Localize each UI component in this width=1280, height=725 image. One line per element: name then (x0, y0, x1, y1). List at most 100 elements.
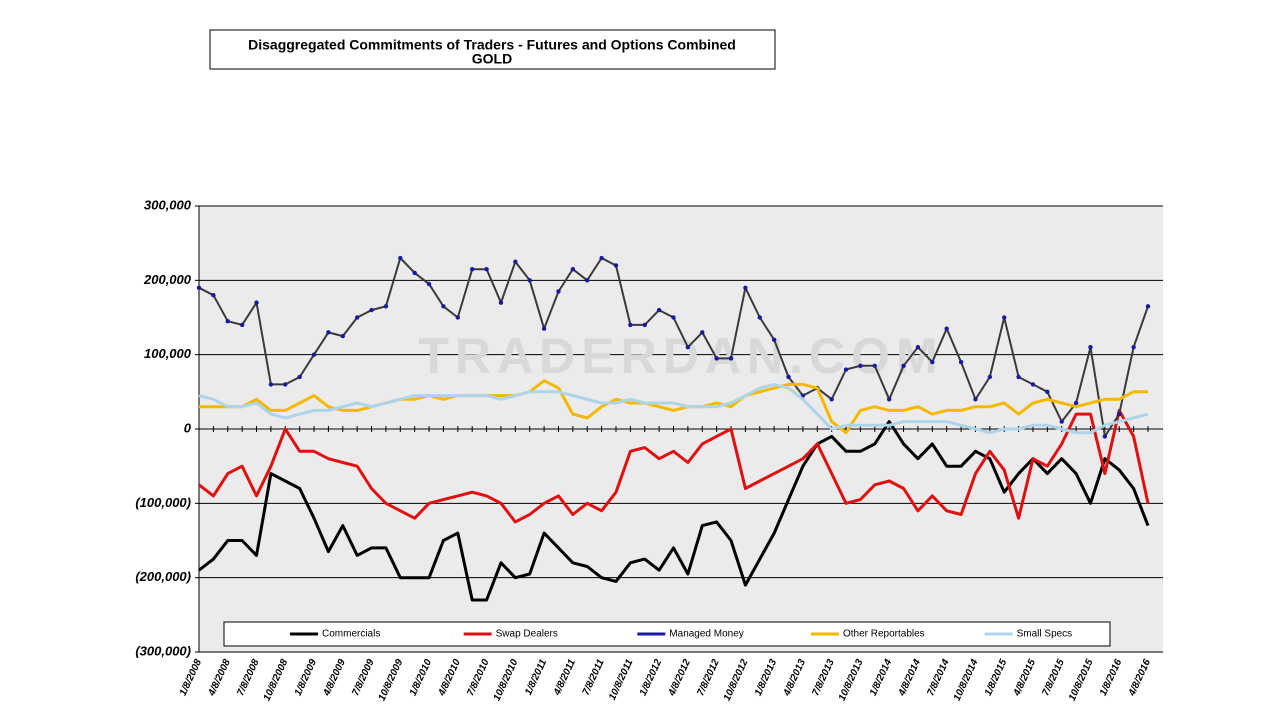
x-tick-label: 1/8/2012 (638, 657, 665, 697)
x-tick-label: 1/8/2016 (1098, 657, 1125, 697)
series-marker (541, 326, 547, 331)
series-marker (700, 330, 705, 335)
series-marker (513, 259, 518, 264)
y-tick-label: (300,000) (135, 643, 191, 658)
series-marker (771, 337, 777, 342)
x-tick-label: 10/8/2015 (1067, 657, 1096, 702)
x-tick-label: 7/8/2009 (350, 657, 377, 697)
legend-label: Swap Dealers (496, 629, 558, 640)
series-marker (239, 322, 245, 328)
series-marker (1002, 315, 1007, 320)
series-marker (441, 304, 446, 309)
x-tick-label: 10/8/2009 (377, 657, 406, 702)
series-marker (211, 293, 216, 298)
series-marker (311, 352, 317, 357)
series-marker (570, 266, 576, 272)
series-line (199, 379, 1148, 435)
series-marker (973, 397, 978, 402)
watermark: TRADERDAN.COM (418, 328, 943, 384)
x-tick-label: 4/8/2009 (321, 657, 348, 698)
series-marker (1145, 304, 1151, 309)
x-tick-label: 7/8/2008 (235, 657, 262, 697)
legend-box (223, 621, 1111, 647)
series-marker (872, 363, 878, 369)
x-tick-label: 1/8/2013 (753, 657, 780, 697)
legend-label: Managed Money (669, 629, 744, 640)
y-tick-label: 0 (184, 420, 192, 435)
series-marker (714, 356, 719, 361)
series-marker (498, 300, 504, 305)
series-marker (484, 266, 489, 272)
y-tick-label: 300,000 (144, 197, 192, 212)
series-marker (1045, 389, 1050, 395)
x-tick-label: 4/8/2013 (781, 657, 808, 698)
x-tick-label: 7/8/2011 (581, 657, 607, 697)
series-marker (642, 322, 647, 328)
series-marker (354, 315, 360, 320)
x-tick-label: 4/8/2011 (551, 657, 578, 698)
title-box (209, 29, 776, 70)
series-marker (599, 255, 604, 261)
series-line (198, 382, 1149, 435)
series-marker (297, 374, 302, 380)
series-marker (196, 285, 202, 290)
series-marker (1030, 382, 1036, 387)
chart-title: Disaggregated Commitments of Traders - F… (248, 37, 736, 53)
series-marker (268, 382, 274, 387)
x-tick-label: 4/8/2015 (1011, 657, 1038, 698)
x-tick-label: 1/8/2011 (523, 657, 549, 697)
series-marker (426, 281, 432, 287)
x-tick-label: 4/8/2010 (436, 657, 463, 698)
x-tick-label: 7/8/2014 (925, 657, 952, 697)
legend-label: Small Specs (1017, 629, 1073, 640)
series-marker (1131, 345, 1136, 350)
y-tick-label: (100,000) (135, 495, 191, 510)
series-marker (757, 315, 762, 320)
x-tick-label: 7/8/2015 (1040, 657, 1067, 697)
series-marker (1016, 374, 1021, 380)
series-marker (398, 255, 403, 261)
series-marker (613, 263, 619, 268)
series-marker (326, 330, 331, 335)
series-marker (254, 300, 259, 305)
series-marker (1088, 345, 1093, 350)
legend-label: Commercials (322, 629, 380, 640)
series-marker (786, 374, 791, 380)
series-marker (340, 333, 345, 339)
series-line (198, 420, 1150, 602)
series-marker (383, 304, 389, 309)
series-marker (585, 278, 590, 283)
series-marker (628, 322, 633, 328)
x-tick-label: 1/8/2008 (178, 657, 205, 697)
series-marker (369, 307, 374, 313)
y-tick-label: (200,000) (135, 569, 191, 584)
series-marker (728, 356, 734, 361)
series-marker (1117, 411, 1122, 417)
legend-label: Other Reportables (843, 629, 925, 640)
series-marker (556, 289, 561, 294)
x-tick-label: 4/8/2012 (666, 657, 693, 698)
series-marker (656, 307, 662, 313)
series-marker (858, 363, 863, 369)
series-marker (843, 367, 849, 372)
series-marker (455, 315, 461, 320)
series-marker (944, 326, 949, 331)
x-tick-label: 4/8/2008 (206, 657, 233, 698)
chart-subtitle: GOLD (472, 51, 512, 67)
series-marker (1059, 419, 1064, 424)
x-tick-label: 10/8/2008 (262, 657, 291, 702)
x-tick-label: 1/8/2009 (293, 657, 320, 697)
series-marker (915, 345, 921, 350)
series-line (198, 408, 1150, 524)
x-tick-label: 7/8/2010 (465, 657, 492, 697)
series-marker (225, 319, 230, 324)
x-tick-label: 10/8/2010 (492, 657, 521, 702)
series-marker (283, 382, 288, 387)
x-tick-label: 4/8/2016 (1126, 657, 1153, 698)
x-tick-label: 1/8/2014 (868, 657, 895, 697)
series-marker (412, 270, 417, 276)
series-marker (829, 397, 834, 402)
series-marker (958, 359, 964, 365)
series-marker (527, 278, 532, 283)
